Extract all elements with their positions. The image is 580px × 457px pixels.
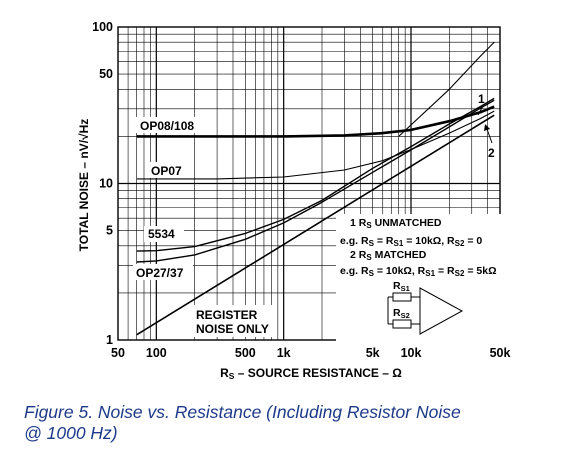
series-line-2 [136,110,495,180]
figure-caption: Figure 5. Noise vs. Resistance (Includin… [24,402,574,444]
y-tick-label: 50 [99,67,113,81]
y-tick-label: 1 [106,333,113,347]
y-tick-label: 5 [106,224,113,238]
x-tick-label: 1k [277,346,291,360]
series-line-4 [136,99,495,263]
chart-tick-labels: 50 100 500 1k 5k 10k 50k 1 5 10 50 100 [92,20,510,360]
y-axis-title: TOTAL NOISE – nV/√Hz [77,119,91,252]
series-label-op27: OP27/37 [133,264,193,280]
legend-line-2: e.g. RS = RS1 = 10kΩ, RS2 = 0 [340,235,482,248]
leader-2 [486,128,493,144]
arrow-2 [484,124,490,131]
noise-vs-resistance-chart: 50 100 500 1k 5k 10k 50k 1 5 10 50 100 OP08/108 OP0… [77,20,510,381]
x-tick-label: 500 [235,346,256,360]
series-label-register: REGISTER NOISE ONLY [192,305,276,337]
label-rs1: RS1 [393,280,410,293]
series-label-op08: OP08/108 [136,117,200,133]
x-tick-label: 50 [111,346,125,360]
chart-grid [117,26,501,341]
label-rs2: RS2 [393,307,410,320]
caption-line-1: Figure 5. Noise vs. Resistance (Includin… [24,402,461,422]
series-line-1 [136,105,495,138]
legend-line-1: 1 RS UNMATCHED [350,217,442,230]
series-line-5 [136,114,495,336]
curve-label-2: 2 [488,146,495,160]
label-op08: OP08/108 [140,119,194,133]
series-line-6 [398,41,495,137]
series-line-3 [136,97,495,252]
label-register-line2: NOISE ONLY [196,322,269,336]
x-tick-label: 50k [490,346,511,360]
series-label-5534: 5534 [144,226,184,242]
y-tick-label: 100 [92,20,113,34]
label-op07: OP07 [151,164,182,178]
caption-line-2: @ 1000 Hz) [24,423,118,443]
x-axis-title: RS – SOURCE RESISTANCE – Ω [220,366,402,381]
series-label-op07: OP07 [148,162,188,178]
legend-text: 1 RS UNMATCHED e.g. RS = RS1 = 10kΩ, RS2… [340,217,497,278]
x-tick-label: 100 [146,346,167,360]
legend-line-4: e.g. RS = 10kΩ, RS1 = RS2 = 5kΩ [340,265,497,278]
legend-line-3: 2 RS MATCHED [350,249,427,262]
label-register-line1: REGISTER [196,308,258,322]
opamp-triangle [419,287,464,335]
x-tick-label: 10k [401,346,422,360]
label-5534: 5534 [148,227,175,241]
x-tick-label: 5k [366,346,380,360]
label-op27: OP27/37 [136,266,184,280]
leader-1 [477,105,484,116]
y-tick-label: 10 [99,177,113,191]
curve-label-1: 1 [478,92,485,106]
chart-curves [136,41,495,336]
opamp-schematic [387,287,464,335]
